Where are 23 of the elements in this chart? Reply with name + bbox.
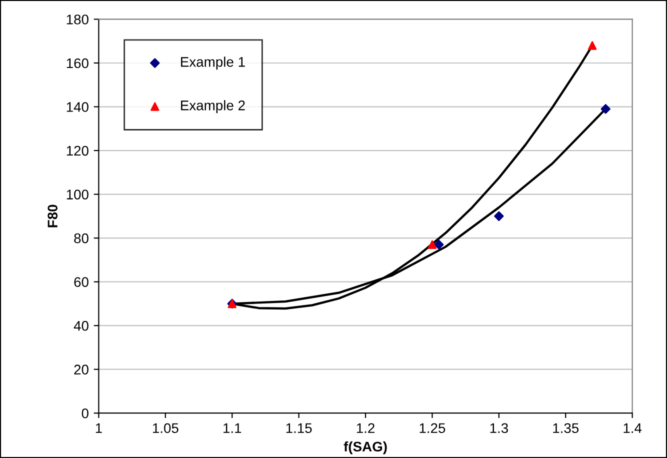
y-tick-label: 160: [66, 58, 88, 68]
x-tick-label: 1.1: [224, 423, 242, 433]
x-tick-label: 1.3: [490, 423, 508, 434]
x-tick-label: 1.15: [286, 423, 312, 434]
x-tick-label: 1.05: [152, 423, 178, 434]
y-tick-label: 20: [74, 364, 88, 375]
y-tick-label: 140: [66, 102, 88, 112]
y-tick-label: 100: [66, 190, 88, 200]
y-tick-label: 80: [74, 233, 88, 244]
y-tick-label: 40: [74, 320, 88, 331]
y-tick-label: 60: [74, 277, 88, 287]
legend-label: Example 2: [181, 100, 245, 114]
x-tick-label: 1.35: [553, 423, 579, 434]
y-tick-label: 120: [66, 146, 88, 156]
x-tick-label: 1.25: [420, 423, 446, 434]
x-tick-label: 1.2: [356, 423, 374, 433]
x-tick-label: 1: [96, 423, 102, 433]
x-axis-title: f(SAG): [344, 441, 387, 454]
x-tick-label: 1.4: [624, 423, 642, 433]
y-axis-title: F80: [48, 204, 58, 228]
y-tick-label: 180: [66, 14, 88, 24]
y-tick-label: 0: [82, 408, 88, 418]
legend-label: Example 1: [181, 56, 245, 70]
